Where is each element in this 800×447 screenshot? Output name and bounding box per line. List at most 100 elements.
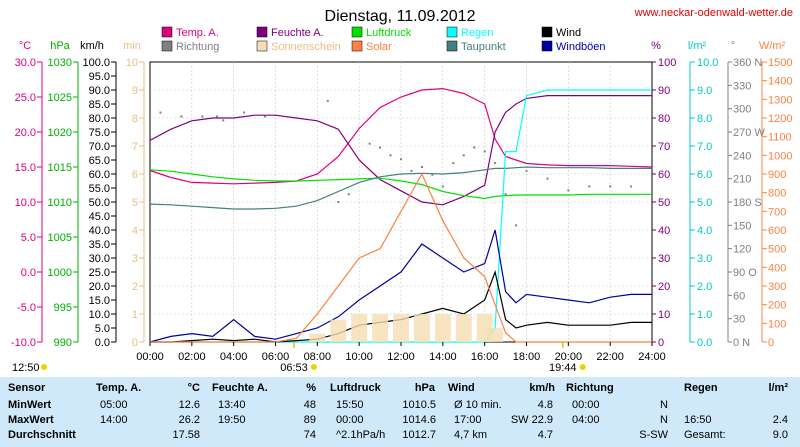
time-tick-label: 04:00 (220, 351, 248, 363)
sunset-sun-icon (579, 364, 586, 370)
table-cell-press-val: 1014.6 (402, 414, 436, 426)
axis-tick-wind: 80.0 (89, 113, 110, 125)
sunshine-bar (455, 314, 472, 342)
table-cell-dir-time: 04:00 (572, 414, 600, 426)
axis-tick-solar: 500 (768, 244, 786, 256)
richtung-point (515, 224, 518, 227)
col-press: Luftdruck (330, 382, 381, 394)
axis-tick-rain: 8.0 (697, 113, 712, 125)
plot-series (149, 87, 653, 343)
time-tick-label: 12:00 (387, 351, 415, 363)
sunshine-bar (434, 314, 451, 342)
table-cell-wind-val: 4.8 (537, 399, 553, 411)
table-cell-wind-val: 4.7 (537, 429, 553, 441)
chart-legend: Temp. A. Richtung Feuchte A. Sonnenschein Lu… (161, 26, 606, 53)
axis-tick-wind: 60.0 (89, 169, 110, 181)
time-tick-label: 00:00 (136, 351, 164, 363)
richtung-point (483, 150, 486, 153)
axis-tick-solar: 0 (768, 337, 774, 349)
series-line-solar (150, 172, 652, 343)
axis-tick-press: 990 (54, 337, 72, 349)
axis-tick-hum: 20 (658, 281, 670, 293)
axis-tick-wind: 5.0 (95, 323, 110, 335)
richtung-point (431, 173, 434, 176)
axis-tick-dir: 210 (733, 174, 751, 186)
richtung-point (546, 177, 549, 180)
day-length-sun-icon (41, 364, 47, 370)
axis-unit-press: hPa (50, 40, 70, 52)
col-temp: Temp. A. (96, 382, 142, 394)
sunshine-bar (487, 328, 504, 342)
time-axis: 00:00 02:00 04:00 06:00 08:00 10:00 12:00 14:00… (12, 342, 666, 374)
axis-tick-press: 1000 (48, 267, 72, 279)
richtung-point (201, 115, 204, 118)
sunset-label: 19:44 (549, 362, 577, 374)
chart-title: Dienstag, 11.09.2012 (325, 8, 476, 25)
axis-tick-solar: 300 (768, 281, 786, 293)
time-tick-label: 18:00 (513, 351, 541, 363)
richtung-point (180, 115, 183, 118)
legend-label: Feuchte A. (271, 27, 324, 39)
axis-tick-press: 1005 (48, 232, 72, 244)
sunshine-bar (309, 333, 326, 342)
axis-tick-wind: 50.0 (89, 197, 110, 209)
richtung-point (441, 185, 444, 188)
summary-table: Sensor Temp. A. °C Feuchte A. % Luftdruc… (0, 377, 800, 447)
axis-tick-rain: 4.0 (697, 225, 712, 237)
time-tick-label: 06:00 (262, 351, 290, 363)
table-cell-temp-val: 26.2 (178, 414, 200, 426)
table-cell-hum-val: 89 (303, 414, 316, 426)
richtung-point (326, 99, 329, 102)
axis-tick-hum: 40 (658, 225, 670, 237)
axis-tick-hum: 80 (658, 113, 670, 125)
legend-swatch (351, 26, 363, 38)
richtung-point (473, 146, 476, 149)
legend-label: Taupunkt (461, 41, 506, 53)
richtung-point (420, 166, 423, 168)
table-cell-wind-time: 4,7 km (454, 429, 488, 441)
table-cell-wind-time: 17:00 (454, 414, 482, 426)
richtung-point (400, 158, 402, 161)
richtung-point (159, 111, 162, 114)
richtung-point (504, 193, 507, 196)
series-line-luftdruck (149, 169, 652, 200)
legend-label: Windböen (556, 41, 606, 53)
axis-tick-hum: 30 (658, 253, 670, 265)
weather-chart: Dienstag, 11.09.2012 www.neckar-odenwald… (11, 7, 793, 374)
axis-tick-temp: 5.0 (21, 232, 36, 244)
axis-tick-wind: 100.0 (82, 57, 110, 69)
col-dir: Richtung (566, 382, 614, 394)
axis-tick-wind: 75.0 (89, 127, 110, 139)
axis-tick-sun: 1 (132, 309, 138, 321)
axis-unit-sun: min (123, 40, 141, 52)
table-cell-press-time: ^2.1hPa/h (336, 429, 386, 441)
axis-tick-solar: 100 (768, 318, 786, 330)
axis-tick-temp: 10.0 (15, 197, 36, 209)
axis-tick-wind: 10.0 (89, 309, 110, 321)
time-tick-label: 08:00 (304, 351, 332, 363)
table-cell-rain-val: 9.0 (772, 429, 788, 441)
time-tick-label: 24:00 (638, 351, 666, 363)
richtung-point (525, 169, 528, 172)
axis-tick-sun: 9 (132, 85, 138, 97)
table-cell-hum-val: 74 (303, 429, 316, 441)
axis-tick-solar: 600 (768, 225, 786, 237)
series-line-temp-a- (149, 87, 653, 185)
axis-tick-press: 995 (54, 302, 72, 314)
axis-tick-dir: 300 (733, 104, 751, 116)
axis-tick-hum: 70 (658, 141, 670, 153)
axis-tick-wind: 65.0 (89, 155, 110, 167)
axis-tick-dir: 120 (733, 244, 751, 256)
axis-tick-temp: -10.0 (11, 337, 36, 349)
richtung-point (379, 146, 382, 149)
col-sensor: Sensor (8, 382, 46, 394)
axis-tick-dir: 30 (733, 314, 745, 326)
richtung-point (222, 119, 225, 122)
axis-tick-rain: 3.0 (697, 253, 712, 265)
axis-tick-hum: 0 (658, 337, 664, 349)
richtung-point (494, 162, 497, 165)
sunshine-bar (351, 314, 368, 342)
axis-tick-solar: 1500 (768, 57, 792, 69)
table-cell-wind-val: SW 22.9 (510, 414, 553, 426)
axis-tick-rain: 1.0 (697, 309, 712, 321)
